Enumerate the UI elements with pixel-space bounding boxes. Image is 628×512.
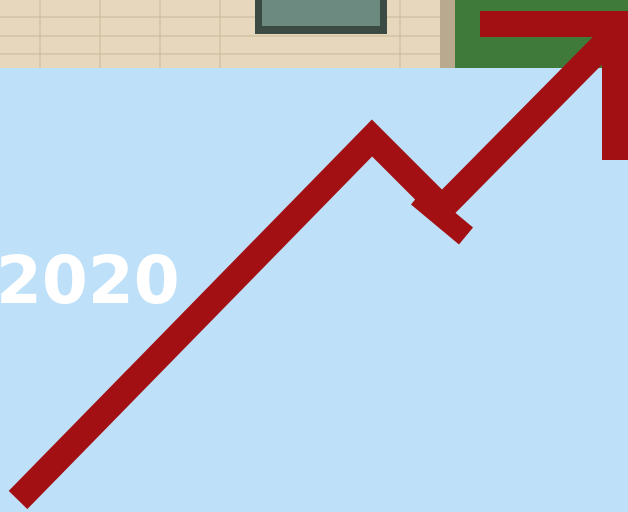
building-edge xyxy=(440,0,455,68)
graphic: 2020 xyxy=(0,0,628,512)
year-label: 2020 xyxy=(0,242,180,319)
window-glass xyxy=(262,0,380,26)
page: 2020 (() => { const data = JSON.parse(do… xyxy=(0,0,628,512)
